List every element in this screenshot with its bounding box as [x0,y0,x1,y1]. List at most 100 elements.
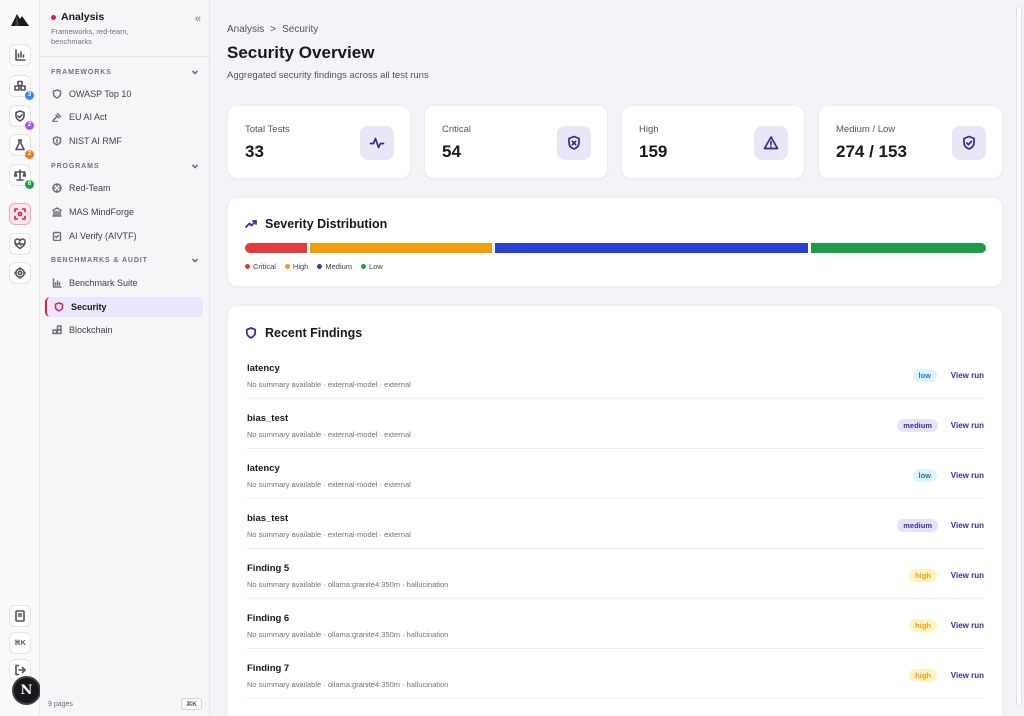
rail-logout-button[interactable] [9,659,31,681]
sidebar-item-owasp[interactable]: OWASP Top 10 [45,84,203,104]
stat-card-critical: Critical 54 [424,105,608,179]
finding-summary: No summary available · ollama:granite4:3… [247,630,449,639]
severity-badge: medium [897,419,938,432]
sidebar-item-label: NIST AI RMF [69,136,122,146]
section-programs[interactable]: PROGRAMS [51,162,199,170]
finding-row[interactable]: latency No summary available · external-m… [247,449,984,499]
stat-card-medium-low: Medium / Low 274 / 153 [818,105,1003,179]
section-benchmarks[interactable]: BENCHMARKS & AUDIT [51,256,199,264]
finding-row[interactable]: bias_test No summary available · external… [247,499,984,549]
rail-docs-button[interactable] [9,605,31,627]
stat-label: Total Tests [245,124,290,135]
section-frameworks[interactable]: FRAMEWORKS [51,68,199,76]
logo-icon[interactable] [11,12,29,29]
sidebar-divider [40,56,209,57]
severity-segment-medium [494,243,808,253]
view-run-link[interactable]: View run [950,371,984,380]
rail-command-button[interactable]: ⌘K [9,632,31,654]
stat-value: 33 [245,142,264,161]
scrollbar[interactable] [1014,0,1024,716]
severity-segment-high [309,243,492,253]
sidebar-item-eu-ai-act[interactable]: EU AI Act [45,107,203,127]
view-run-link[interactable]: View run [950,421,984,430]
stat-icon-box [360,126,394,160]
legend-dot [317,264,323,269]
legend-dot [245,264,250,269]
breadcrumb-current: Security [282,24,319,35]
rail-security-button[interactable] [9,203,31,225]
severity-legend: Critical High Medium Low [245,262,383,271]
severity-badge: high [909,619,937,632]
view-run-link[interactable]: View run [950,571,984,580]
bar-chart-icon [52,278,62,288]
finding-row[interactable]: Finding 7 No summary available · ollama:g… [247,649,984,699]
finding-row[interactable]: Finding 6 No summary available · ollama:g… [247,599,984,649]
rail-compliance-button[interactable]: 6 [9,164,34,189]
status-dot [51,14,56,20]
stat-value: 274 / 153 [836,142,907,161]
user-avatar[interactable]: N [12,676,41,705]
finding-name: Finding 7 [247,663,290,674]
view-run-link[interactable]: View run [950,671,984,680]
rail-experiments-button[interactable]: 3 [9,75,34,100]
boxes-icon [14,80,26,91]
legend-label: Critical [253,262,276,271]
sidebar-item-label: OWASP Top 10 [69,89,132,99]
view-run-link[interactable]: View run [950,521,984,530]
finding-row[interactable]: bias_test No summary available · external… [247,399,984,449]
section-programs-label: PROGRAMS [51,162,100,170]
findings-title-row: Recent Findings [245,326,362,340]
severity-segment-low [811,243,986,253]
rail-lab-button[interactable]: 2 [9,134,34,159]
scrollbar-thumb[interactable] [1016,6,1022,706]
finding-summary: No summary available · external-model · … [247,430,411,439]
severity-bar [245,243,986,253]
finding-row[interactable]: latency No summary available · external-m… [247,349,984,399]
chevron-down-icon [191,164,199,169]
stat-card-total-tests: Total Tests 33 [227,105,411,179]
finding-name: Finding 6 [247,613,290,624]
sidebar-item-ai-verify[interactable]: AI Verify (AIVTF) [45,226,203,246]
breadcrumb-separator: > [270,24,277,35]
collapse-sidebar-icon[interactable]: « [194,13,201,25]
guard-count-badge: 2 [25,121,34,130]
rail-settings-button[interactable] [9,262,31,284]
sidebar: Analysis Frameworks, red-team, benchmark… [40,0,210,716]
gavel-icon [52,112,62,122]
main-content: Analysis > Security Security Overview Ag… [210,0,1014,716]
view-run-link[interactable]: View run [950,621,984,630]
finding-name: bias_test [247,513,289,524]
sidebar-item-label: AI Verify (AIVTF) [69,231,137,241]
finding-row[interactable]: Finding 5 No summary available · ollama:g… [247,549,984,599]
shield-icon [54,302,64,312]
sidebar-item-label: Security [71,302,107,312]
view-run-link[interactable]: View run [950,471,984,480]
shield-x-icon [568,135,580,150]
finding-name: bias_test [247,413,289,424]
rail-health-button[interactable] [9,233,31,255]
sidebar-item-nist[interactable]: NIST AI RMF [45,131,203,151]
chevron-down-icon [191,70,199,75]
shield-icon [52,89,62,99]
sidebar-item-blockchain[interactable]: Blockchain [45,320,203,340]
finding-summary: No summary available · ollama:granite4:3… [247,580,449,589]
sidebar-title: Analysis [61,11,105,23]
sidebar-item-mas-mindforge[interactable]: MAS MindForge [45,202,203,222]
legend-dot [361,264,367,269]
flask-icon [15,139,25,151]
rail-guard-button[interactable]: 2 [9,105,34,130]
command-palette-shortcut[interactable]: ⌘K [181,698,202,710]
blocks-icon [52,325,62,335]
sidebar-item-security[interactable]: Security [45,297,203,317]
stat-label: High [639,124,659,135]
sidebar-item-red-team[interactable]: Red-Team [45,178,203,198]
sidebar-item-benchmark-suite[interactable]: Benchmark Suite [45,273,203,293]
book-icon [15,610,25,622]
rail-analytics-button[interactable] [9,44,31,66]
sidebar-title-row: Analysis [51,11,201,23]
alert-triangle-icon [763,136,779,150]
severity-title-row: Severity Distribution [245,217,387,231]
page-count: 9 pages [48,700,73,708]
breadcrumb-analysis[interactable]: Analysis [227,24,265,35]
legend-item-critical: Critical [245,262,276,271]
